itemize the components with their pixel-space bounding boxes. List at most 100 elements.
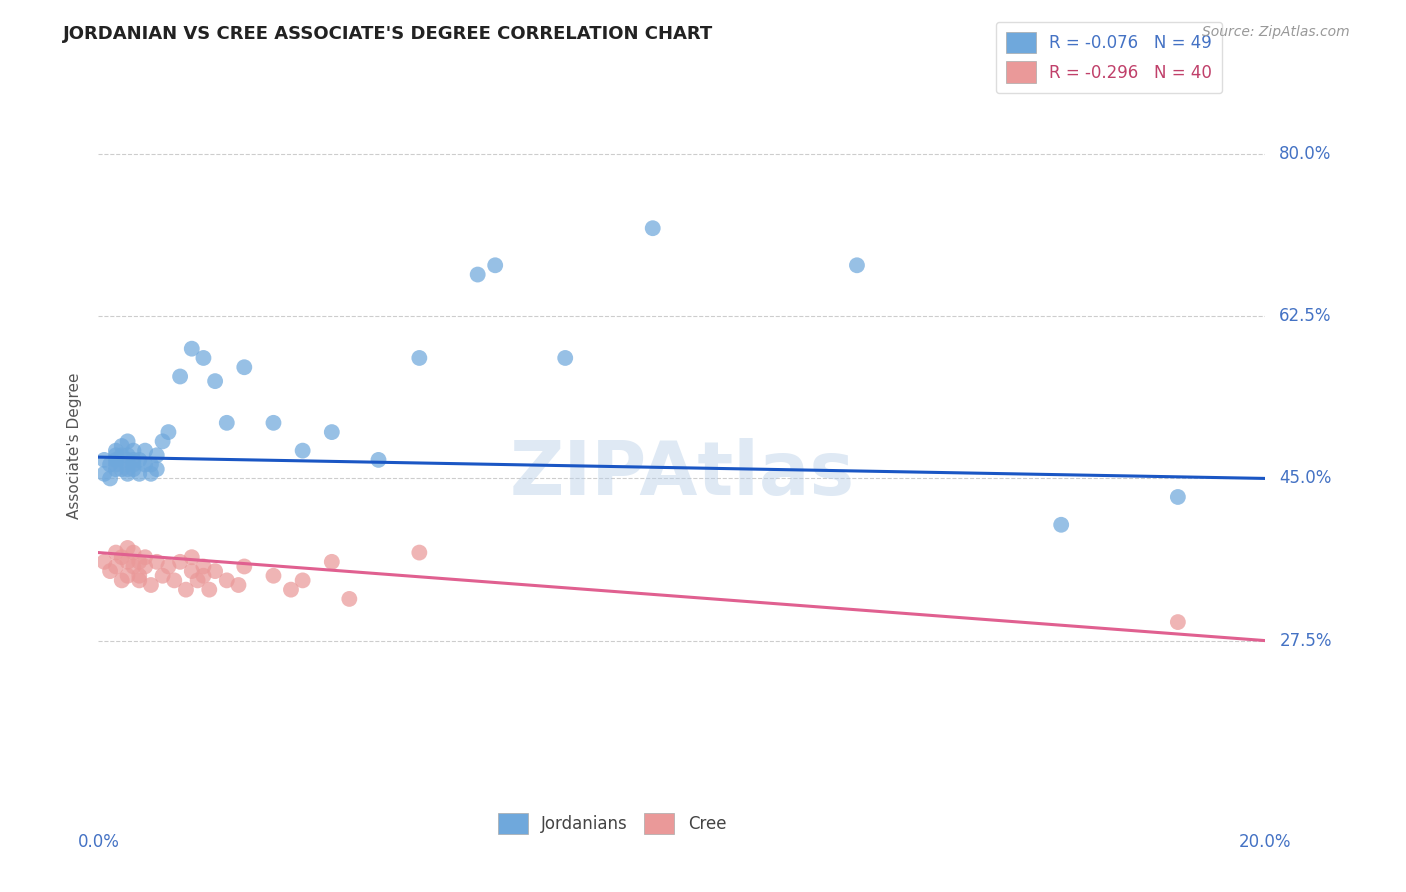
- Point: [122, 545, 145, 559]
- Point: [180, 564, 202, 578]
- Point: [98, 458, 121, 472]
- Point: [139, 458, 162, 472]
- Point: [337, 591, 360, 606]
- Point: [134, 550, 156, 565]
- Point: [98, 564, 121, 578]
- Point: [280, 582, 302, 597]
- Point: [128, 574, 150, 588]
- Point: [134, 443, 156, 458]
- Point: [139, 467, 162, 481]
- Point: [291, 574, 314, 588]
- Point: [122, 462, 145, 476]
- Point: [163, 574, 186, 588]
- Point: [93, 453, 115, 467]
- Point: [262, 568, 284, 582]
- Point: [111, 448, 134, 462]
- Point: [128, 555, 150, 569]
- Point: [152, 568, 174, 582]
- Text: 27.5%: 27.5%: [1279, 632, 1331, 649]
- Point: [467, 268, 489, 282]
- Y-axis label: Associate's Degree: Associate's Degree: [67, 373, 83, 519]
- Point: [117, 462, 139, 476]
- Point: [228, 578, 250, 592]
- Point: [262, 416, 284, 430]
- Point: [104, 545, 127, 559]
- Point: [117, 448, 139, 462]
- Point: [122, 443, 145, 458]
- Point: [128, 467, 150, 481]
- Point: [408, 545, 430, 559]
- Point: [128, 453, 150, 467]
- Point: [408, 351, 430, 365]
- Point: [104, 443, 127, 458]
- Text: JORDANIAN VS CREE ASSOCIATE'S DEGREE CORRELATION CHART: JORDANIAN VS CREE ASSOCIATE'S DEGREE COR…: [63, 25, 713, 43]
- Point: [117, 568, 139, 582]
- Text: 0.0%: 0.0%: [77, 833, 120, 851]
- Point: [157, 559, 180, 574]
- Point: [104, 448, 127, 462]
- Point: [193, 351, 215, 365]
- Point: [111, 439, 134, 453]
- Point: [204, 374, 226, 388]
- Point: [122, 453, 145, 467]
- Point: [104, 453, 127, 467]
- Point: [117, 434, 139, 449]
- Point: [111, 550, 134, 565]
- Point: [117, 555, 139, 569]
- Point: [169, 555, 191, 569]
- Point: [180, 342, 202, 356]
- Point: [180, 550, 202, 565]
- Point: [152, 434, 174, 449]
- Point: [484, 258, 506, 272]
- Point: [111, 574, 134, 588]
- Point: [117, 541, 139, 555]
- Point: [98, 471, 121, 485]
- Text: ZIPAtlas: ZIPAtlas: [509, 438, 855, 511]
- Point: [187, 574, 209, 588]
- Point: [641, 221, 664, 235]
- Point: [146, 462, 169, 476]
- Point: [104, 458, 127, 472]
- Point: [193, 568, 215, 582]
- Point: [122, 458, 145, 472]
- Text: 45.0%: 45.0%: [1279, 469, 1331, 487]
- Point: [321, 555, 343, 569]
- Point: [93, 555, 115, 569]
- Point: [146, 555, 169, 569]
- Point: [169, 369, 191, 384]
- Point: [117, 453, 139, 467]
- Point: [215, 416, 238, 430]
- Point: [157, 425, 180, 439]
- Point: [93, 467, 115, 481]
- Point: [215, 574, 238, 588]
- Point: [128, 568, 150, 582]
- Point: [122, 559, 145, 574]
- Text: Source: ZipAtlas.com: Source: ZipAtlas.com: [1202, 25, 1350, 39]
- Point: [1167, 490, 1189, 504]
- Point: [193, 559, 215, 574]
- Text: 80.0%: 80.0%: [1279, 145, 1331, 163]
- Point: [1167, 615, 1189, 629]
- Text: 62.5%: 62.5%: [1279, 307, 1331, 326]
- Point: [367, 453, 389, 467]
- Point: [204, 564, 226, 578]
- Point: [111, 462, 134, 476]
- Point: [233, 559, 256, 574]
- Point: [104, 559, 127, 574]
- Legend: Jordanians, Cree: Jordanians, Cree: [491, 806, 733, 841]
- Point: [104, 462, 127, 476]
- Point: [134, 559, 156, 574]
- Point: [321, 425, 343, 439]
- Point: [291, 443, 314, 458]
- Point: [198, 582, 221, 597]
- Point: [134, 458, 156, 472]
- Text: 20.0%: 20.0%: [1239, 833, 1292, 851]
- Point: [146, 448, 169, 462]
- Point: [846, 258, 869, 272]
- Point: [1050, 517, 1073, 532]
- Point: [139, 578, 162, 592]
- Point: [233, 360, 256, 375]
- Point: [117, 467, 139, 481]
- Point: [174, 582, 197, 597]
- Point: [554, 351, 576, 365]
